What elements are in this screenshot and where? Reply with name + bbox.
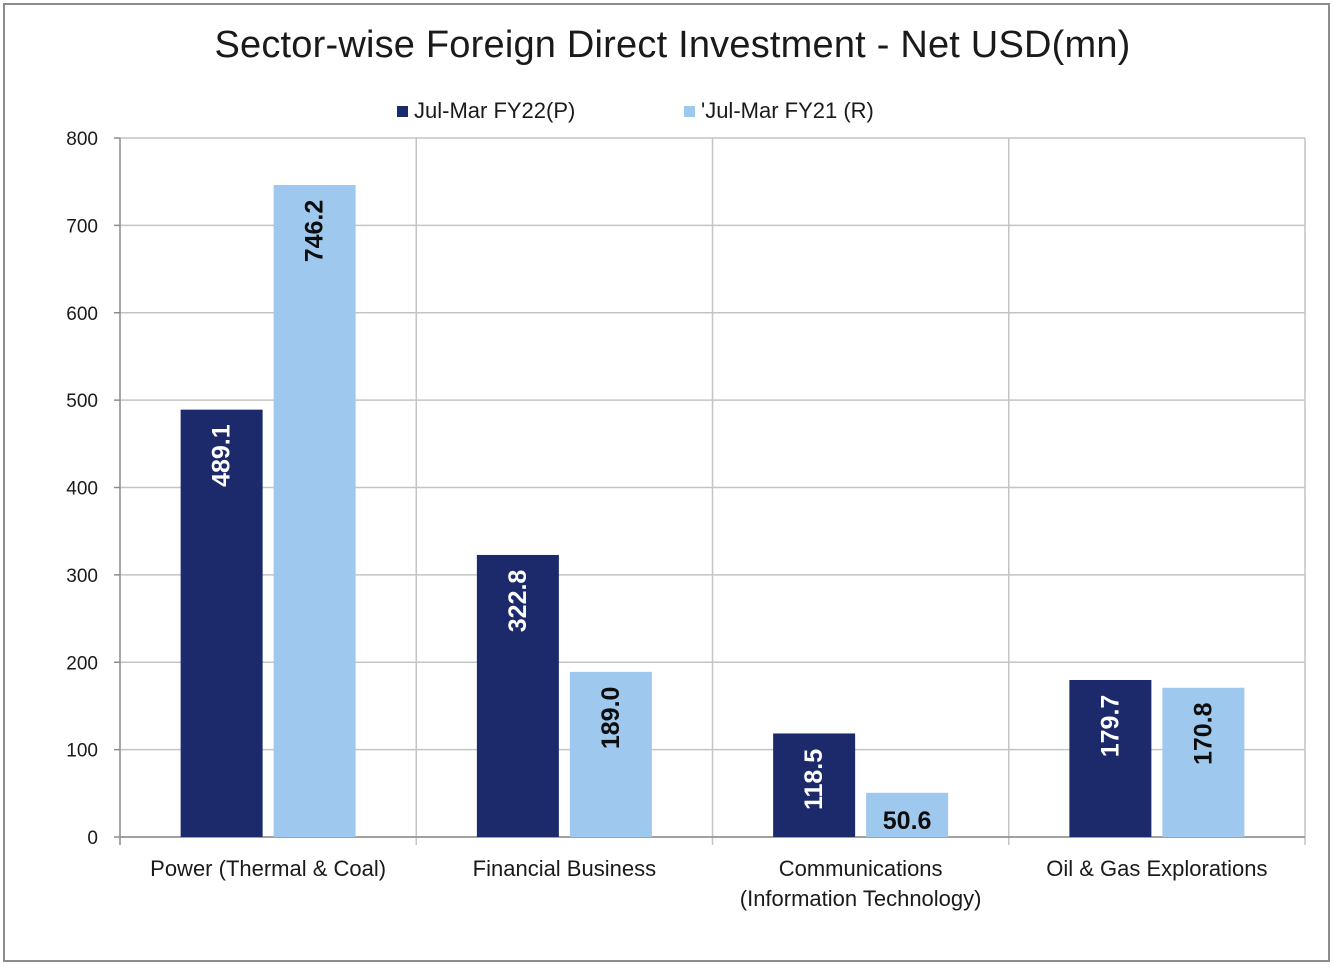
data-label: 322.8 — [504, 570, 532, 633]
x-category-label: Financial Business — [473, 856, 656, 881]
data-label: 50.6 — [883, 807, 932, 835]
y-tick-label: 200 — [66, 653, 98, 674]
chart-title: Sector-wise Foreign Direct Investment - … — [214, 24, 1131, 66]
data-label: 179.7 — [1096, 695, 1124, 758]
data-label: 489.1 — [208, 424, 236, 487]
data-label: 170.8 — [1189, 702, 1217, 765]
bar-fy22 — [476, 554, 559, 837]
x-category-label: Power (Thermal & Coal) — [150, 856, 386, 881]
y-tick-label: 500 — [66, 391, 98, 412]
bar-fy21 — [569, 671, 652, 837]
bar-fy21 — [1162, 687, 1245, 837]
y-tick-label: 0 — [87, 828, 98, 849]
y-tick-label: 100 — [66, 741, 98, 762]
data-label: 746.2 — [301, 200, 329, 263]
legend-swatch-fy21 — [684, 105, 695, 117]
bar-fy21 — [273, 185, 356, 837]
x-category-label: Communications — [779, 856, 943, 881]
legend-item-fy22: Jul-Mar FY22(P) — [397, 98, 575, 124]
bar-fy22 — [180, 409, 263, 837]
data-label: 118.5 — [800, 749, 828, 810]
y-tick-label: 400 — [66, 479, 98, 500]
y-tick-label: 700 — [66, 216, 98, 237]
data-label: 189.0 — [597, 687, 625, 750]
y-tick-label: 800 — [66, 129, 98, 150]
x-category-label: (Information Technology) — [740, 886, 982, 911]
x-category-label: Oil & Gas Explorations — [1046, 856, 1267, 881]
legend-label-fy22: Jul-Mar FY22(P) — [414, 98, 576, 123]
bar-fy21 — [866, 792, 949, 837]
bar-fy22 — [773, 733, 856, 837]
y-tick-label: 600 — [66, 304, 98, 325]
legend-item-fy21: 'Jul-Mar FY21 (R) — [684, 98, 874, 124]
y-tick-label: 300 — [66, 566, 98, 587]
bar-fy22 — [1069, 679, 1152, 837]
legend-swatch-fy22 — [397, 105, 408, 117]
legend-label-fy21: 'Jul-Mar FY21 (R) — [701, 98, 874, 123]
legend: Jul-Mar FY22(P) 'Jul-Mar FY21 (R) — [0, 98, 1335, 128]
